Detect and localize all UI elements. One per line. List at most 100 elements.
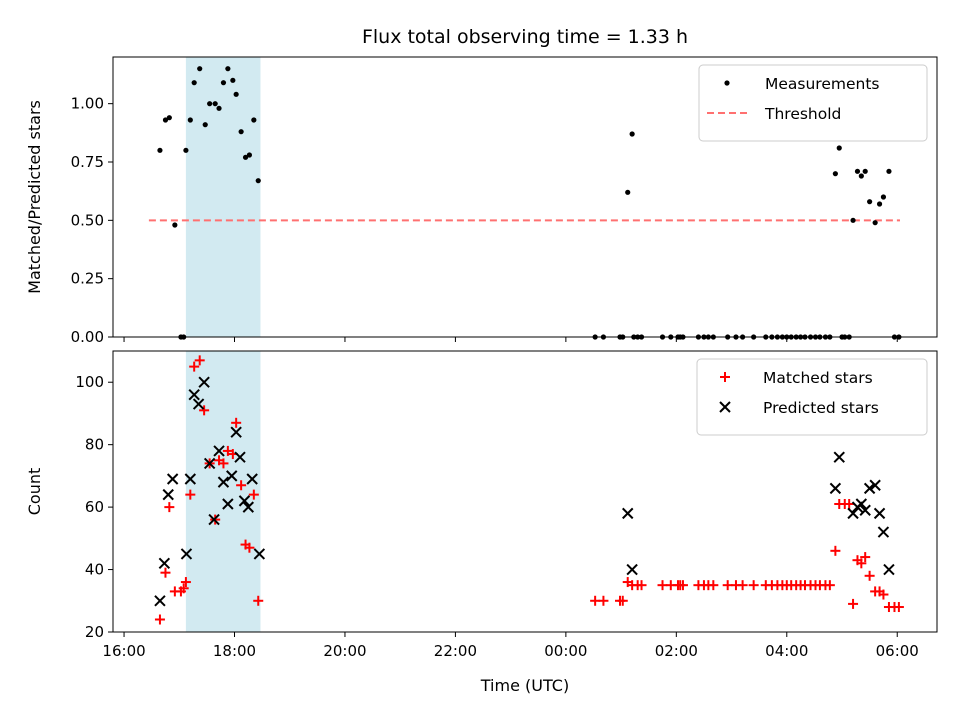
observing-window-span bbox=[185, 57, 261, 337]
predicted-star-point bbox=[230, 426, 242, 438]
x-tick-label: 22:00 bbox=[434, 642, 477, 660]
matched-star-point bbox=[178, 583, 189, 594]
predicted-star-point bbox=[253, 548, 266, 560]
measurement-point bbox=[763, 334, 769, 340]
x-tick-label: 18:00 bbox=[213, 642, 256, 660]
measurement-point bbox=[230, 77, 236, 83]
measurement-point bbox=[862, 168, 868, 174]
measurement-point bbox=[822, 334, 829, 340]
measurement-point bbox=[181, 334, 187, 340]
matched-star-point bbox=[617, 595, 628, 606]
measurement-point bbox=[659, 334, 666, 340]
predicted-star-point bbox=[234, 451, 246, 463]
predicted-star-point bbox=[188, 389, 200, 401]
predicted-star-point bbox=[622, 507, 634, 520]
x-tick-label: 20:00 bbox=[323, 642, 366, 660]
x-tick-label: 02:00 bbox=[655, 642, 698, 660]
measurement-point bbox=[858, 173, 864, 179]
matched-star-point bbox=[677, 580, 688, 591]
x-tick-label: 06:00 bbox=[876, 642, 919, 660]
y-tick-label: 1.00 bbox=[71, 95, 104, 113]
measurement-point bbox=[162, 117, 169, 123]
measurement-point bbox=[779, 334, 785, 340]
measurement-point bbox=[793, 334, 799, 340]
matched-star-point bbox=[231, 417, 242, 428]
y-tick-label: 80 bbox=[85, 436, 104, 454]
measurement-point bbox=[638, 334, 645, 340]
measurement-point bbox=[725, 334, 731, 340]
matched-star-point bbox=[160, 567, 171, 578]
measurement-point bbox=[251, 117, 257, 123]
legend-marker-x bbox=[719, 401, 731, 413]
measurement-point bbox=[836, 145, 842, 151]
measurement-point bbox=[157, 147, 163, 153]
matched-star-point bbox=[830, 545, 841, 556]
matched-star-point bbox=[189, 361, 200, 372]
measurement-point bbox=[891, 334, 898, 340]
measurement-point bbox=[166, 115, 172, 121]
matched-star-point bbox=[856, 558, 867, 569]
x-axis-label: Time (UTC) bbox=[480, 676, 569, 695]
legend-label: Matched stars bbox=[763, 369, 873, 387]
measurement-point bbox=[872, 220, 878, 226]
measurement-point bbox=[784, 334, 790, 340]
measurement-point bbox=[797, 334, 804, 340]
predicted-star-point bbox=[855, 498, 868, 510]
matched-star-point bbox=[218, 458, 229, 469]
legend-label: Predicted stars bbox=[763, 399, 879, 417]
matched-star-point bbox=[748, 580, 759, 591]
measurement-point bbox=[774, 334, 780, 340]
measurement-point bbox=[817, 334, 823, 340]
x-tick-label: 16:00 bbox=[102, 642, 145, 660]
measurement-point bbox=[827, 334, 833, 340]
measurement-point bbox=[233, 91, 239, 97]
matched-star-point bbox=[598, 595, 609, 606]
matched-star-point bbox=[236, 480, 247, 491]
legend-label: Measurements bbox=[765, 75, 880, 93]
measurement-point bbox=[886, 168, 892, 174]
predicted-star-point bbox=[162, 488, 174, 501]
measurement-point bbox=[202, 122, 208, 128]
y-axis-label: Count bbox=[25, 468, 44, 516]
measurement-point bbox=[635, 334, 641, 340]
measurement-point bbox=[172, 222, 178, 228]
matched-star-point bbox=[194, 355, 205, 366]
predicted-star-point bbox=[833, 451, 845, 463]
predicted-star-point bbox=[166, 473, 179, 485]
axes-frame bbox=[112, 350, 938, 633]
matched-star-point bbox=[154, 614, 165, 625]
measurement-point bbox=[832, 171, 838, 177]
predicted-star-point bbox=[883, 563, 895, 576]
y-tick-label: 0.50 bbox=[71, 211, 104, 229]
legend: Matched stars Predicted stars bbox=[696, 358, 928, 436]
y-tick-label: 40 bbox=[85, 561, 104, 579]
measurement-point bbox=[600, 334, 607, 340]
measurement-point bbox=[788, 334, 794, 340]
legend-marker-dot bbox=[724, 80, 730, 86]
matched-star-point bbox=[848, 598, 859, 609]
measurement-point bbox=[207, 101, 213, 107]
measurement-point bbox=[733, 334, 739, 340]
measurement-point bbox=[854, 168, 861, 174]
measurement-point bbox=[629, 131, 635, 137]
matched-star-point bbox=[844, 498, 855, 509]
y-tick-label: 100 bbox=[75, 373, 104, 391]
predicted-star-point bbox=[238, 495, 251, 507]
matched-star-point bbox=[248, 489, 259, 500]
matched-star-point bbox=[824, 580, 835, 591]
y-tick-label: 60 bbox=[85, 498, 104, 516]
measurement-point bbox=[225, 66, 231, 72]
predicted-star-point bbox=[222, 498, 234, 510]
x-tick-label: 00:00 bbox=[544, 642, 587, 660]
measurement-point bbox=[802, 334, 808, 340]
matched-star-point bbox=[878, 589, 889, 600]
measurement-point bbox=[850, 217, 856, 223]
matched-star-point bbox=[244, 542, 255, 553]
legend: Measurements Threshold bbox=[698, 64, 928, 142]
top-panel-ratio: 0.00 0.25 0.50 0.75 1.00 Matched/Predicted st… bbox=[25, 56, 938, 346]
measurement-point bbox=[212, 101, 218, 107]
measurement-point bbox=[842, 334, 848, 340]
y-axis-label: Matched/Predicted stars bbox=[25, 100, 44, 294]
y-tick-label: 0.75 bbox=[71, 153, 104, 171]
measurement-point bbox=[246, 152, 253, 158]
